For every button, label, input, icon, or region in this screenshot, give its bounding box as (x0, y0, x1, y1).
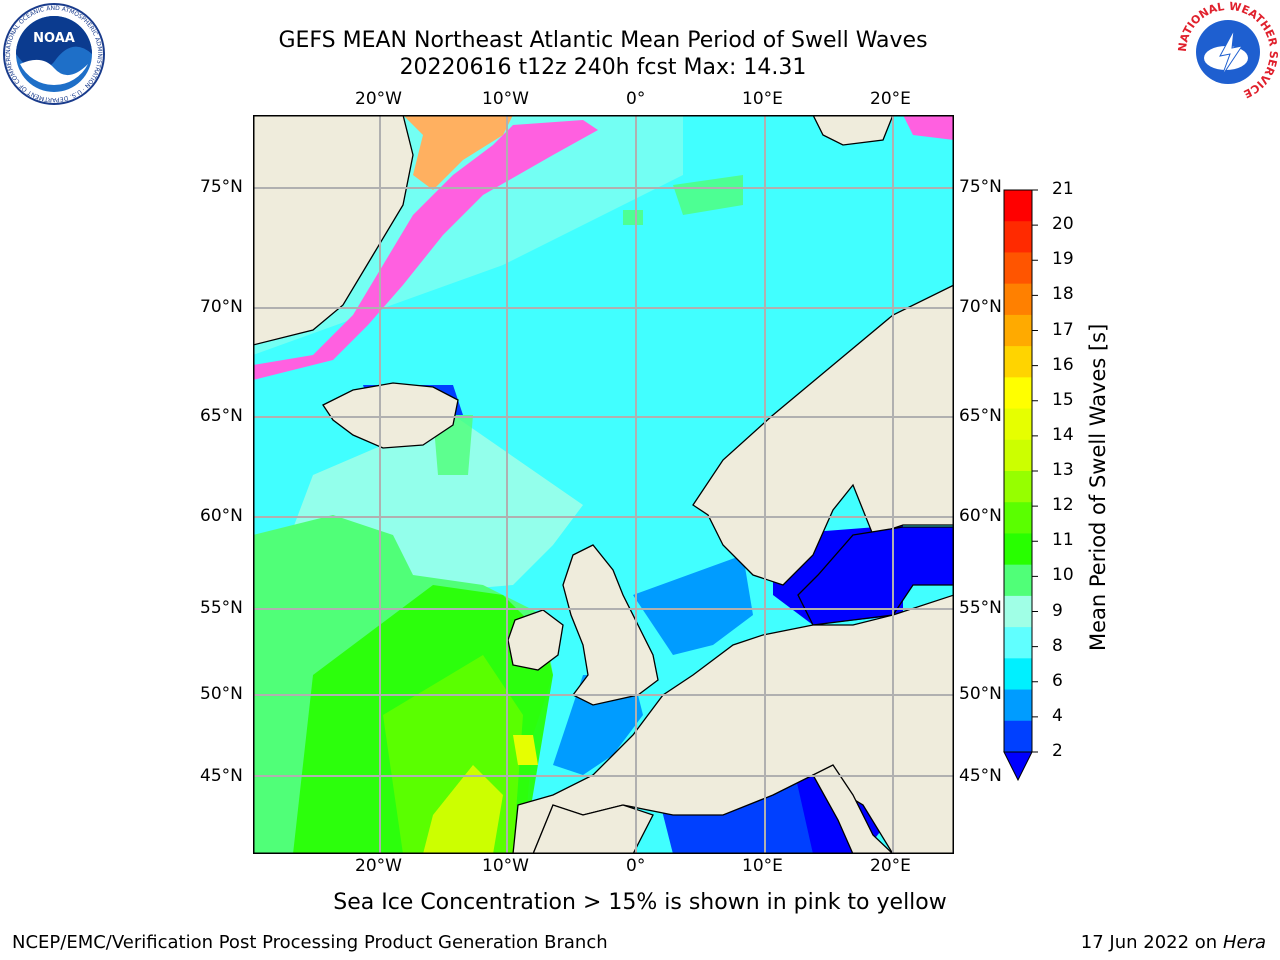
swell-field-green (623, 210, 643, 225)
sea-ice-band (903, 115, 954, 140)
chart-subtitle: 20220616 t12z 240h fcst Max: 14.31 (399, 55, 807, 80)
colorbar-segment (1004, 408, 1032, 441)
lat-label-right: 45°N (959, 766, 1002, 786)
swell-field-yellow (513, 735, 538, 765)
sea-ice-caption: Sea Ice Concentration > 15% is shown in … (333, 890, 947, 915)
nws-logo: NATIONAL WEATHER SERVICE (1176, 0, 1280, 102)
colorbar-segment (1004, 689, 1032, 722)
lon-label-bottom: 10°E (742, 856, 783, 876)
colorbar-tick-label: 17 (1052, 319, 1074, 340)
lat-label-left: 60°N (200, 506, 243, 526)
colorbar-segment (1004, 314, 1032, 347)
swell-field-yellow (423, 765, 503, 854)
lon-label-top: 20°E (870, 89, 911, 109)
lat-label-left: 55°N (200, 598, 243, 618)
sea-ice-band (253, 120, 598, 380)
colorbar-tick-label: 21 (1052, 179, 1074, 199)
colorbar-tick-label: 12 (1052, 495, 1074, 516)
noaa-logo-text: NOAA (33, 31, 75, 46)
lat-label-left: 70°N (200, 297, 243, 317)
colorbar-segment (1004, 283, 1032, 316)
lat-label-right: 65°N (959, 406, 1002, 426)
colorbar-tick-label: 10 (1052, 565, 1074, 586)
colorbar-tick-label: 14 (1052, 424, 1074, 445)
lon-label-top: 10°E (742, 89, 783, 109)
colorbar-segment (1004, 533, 1032, 566)
colorbar-tick-label: 2 (1052, 741, 1063, 761)
lon-label-bottom: 20°E (870, 856, 911, 876)
lon-label-top: 10°W (482, 89, 529, 109)
footer-date: 17 Jun 2022 on Hera (1081, 932, 1266, 953)
sea-ice-band (403, 115, 513, 190)
lon-label-top: 0° (626, 89, 646, 109)
colorbar-tick-label: 6 (1052, 670, 1063, 691)
footer-producer: NCEP/EMC/Verification Post Processing Pr… (12, 932, 608, 953)
lon-label-bottom: 10°W (482, 856, 529, 876)
colorbar-tick-label: 20 (1052, 214, 1074, 235)
map-frame (253, 115, 954, 854)
colorbar-tick-label: 13 (1052, 460, 1074, 480)
colorbar-segment (1004, 377, 1032, 410)
colorbar-extend-triangle (1003, 751, 1033, 782)
colorbar-tick-label: 11 (1052, 530, 1074, 551)
colorbar-segment (1004, 564, 1032, 597)
swell-field-blue (553, 675, 643, 775)
lat-label-left: 75°N (200, 177, 243, 197)
land-italy (812, 764, 894, 854)
colorbar-segment (1004, 658, 1032, 691)
colorbar (1003, 189, 1038, 782)
colorbar-segment (1004, 190, 1032, 222)
lat-label-right: 55°N (959, 598, 1002, 618)
colorbar-tick-label: 16 (1052, 354, 1074, 375)
colorbar-segment (1004, 471, 1032, 503)
swell-field-green (673, 175, 743, 215)
land-greenland (253, 115, 414, 346)
chart-title: GEFS MEAN Northeast Atlantic Mean Period… (278, 28, 928, 53)
colorbar-segment (1004, 627, 1032, 659)
colorbar-tick-label: 19 (1052, 249, 1074, 270)
colorbar-segment (1004, 439, 1032, 472)
lat-label-right: 75°N (959, 177, 1002, 197)
lat-label-right: 70°N (959, 297, 1002, 317)
land-iberia-coast-water (532, 804, 654, 854)
lon-label-bottom: 20°W (355, 856, 402, 876)
land-svalbard (812, 115, 894, 146)
lat-label-left: 65°N (200, 406, 243, 426)
colorbar-segment (1004, 502, 1032, 534)
noaa-logo: NOAA NATIONAL OCEANIC AND ATMOSPHERIC AD… (2, 2, 105, 105)
colorbar-tick-label: 18 (1052, 284, 1074, 305)
colorbar-title: Mean Period of Swell Waves [s] (1086, 323, 1110, 651)
footer-host: Hera (1222, 932, 1266, 953)
colorbar-tick-label: 9 (1052, 600, 1063, 621)
colorbar-tick-label: 4 (1052, 705, 1063, 726)
colorbar-segment (1004, 221, 1032, 253)
graticule (253, 115, 954, 854)
colorbar-segment (1004, 595, 1032, 628)
land-ireland (507, 609, 564, 671)
map-plot (253, 115, 954, 854)
colorbar-segment (1004, 252, 1032, 285)
lon-label-bottom: 0° (626, 856, 646, 876)
colorbar-segment (1004, 346, 1032, 378)
lat-label-left: 45°N (200, 766, 243, 786)
lon-label-top: 20°W (355, 89, 402, 109)
swell-field-blue (633, 555, 753, 655)
colorbar-tick-label: 15 (1052, 389, 1074, 410)
lat-label-right: 50°N (959, 684, 1002, 704)
colorbar-tick-label: 8 (1052, 635, 1063, 656)
lat-label-left: 50°N (200, 684, 243, 704)
colorbar-segment (1004, 720, 1032, 753)
footer-date-text: 17 Jun 2022 on (1080, 932, 1218, 953)
lat-label-right: 60°N (959, 506, 1002, 526)
